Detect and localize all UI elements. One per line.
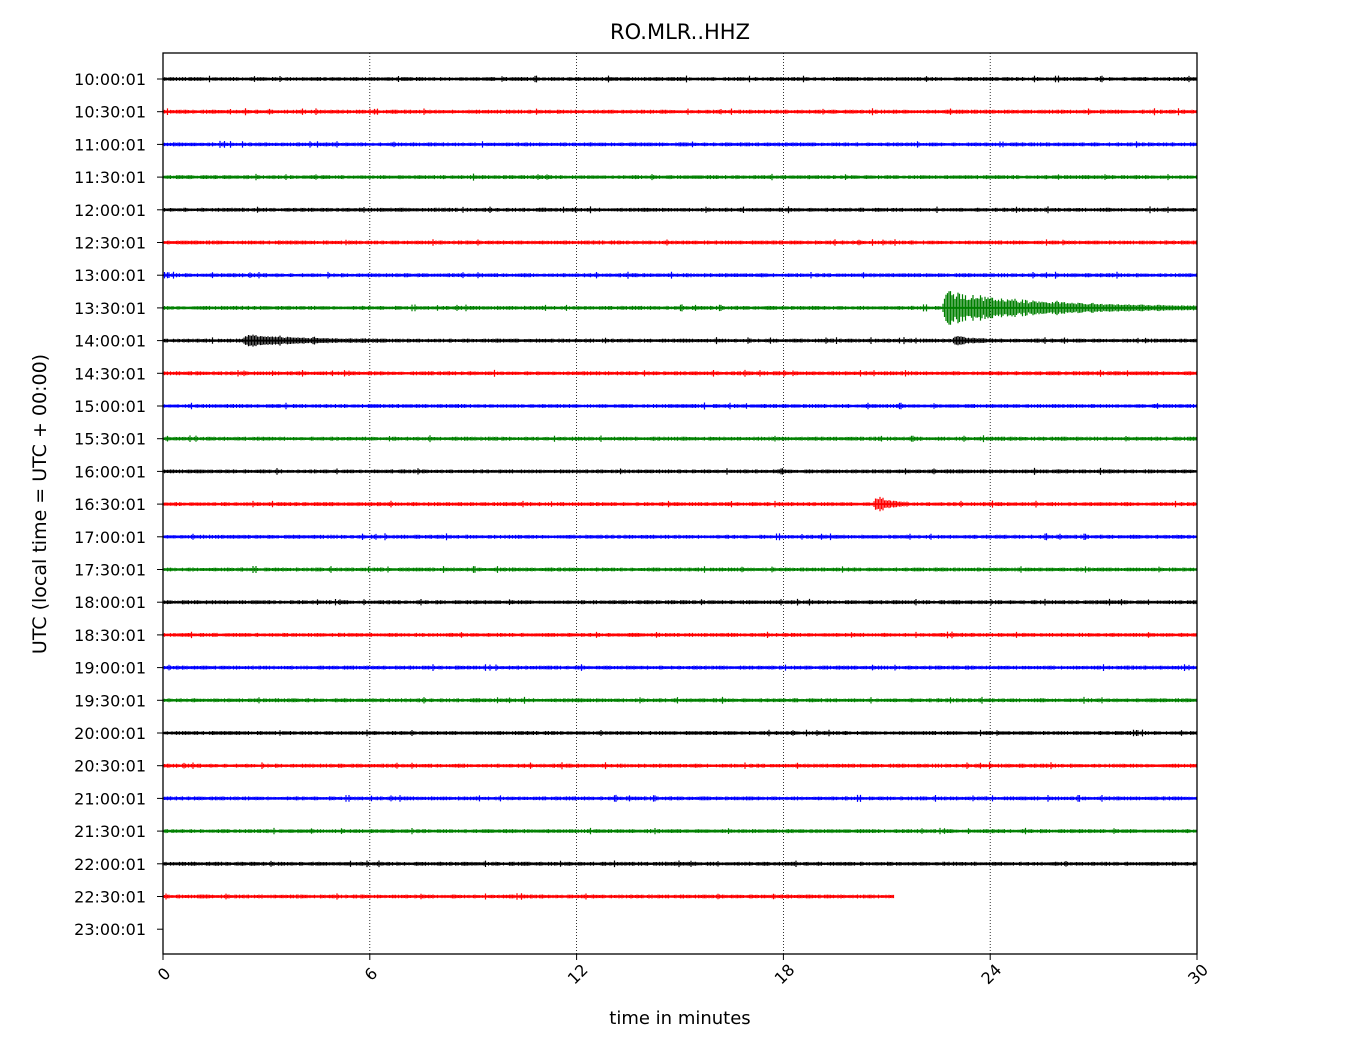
y-tick-label: 15:00:01	[74, 397, 146, 416]
y-axis-ticks: 10:00:01 10:30:01 11:00:01 11:30:01 12:00:01…	[74, 70, 163, 939]
y-tick-label: 19:30:01	[74, 691, 146, 710]
y-tick-label: 13:30:01	[74, 299, 146, 318]
y-tick-label: 17:00:01	[74, 528, 146, 547]
x-axis-ticks: 0 6 12 18 24 30	[154, 954, 1212, 988]
chart-title: RO.MLR..HHZ	[610, 20, 750, 44]
y-tick-label: 15:30:01	[74, 430, 146, 449]
y-tick-label: 11:30:01	[74, 168, 146, 187]
y-tick-label: 12:30:01	[74, 234, 146, 253]
y-tick-label: 16:00:01	[74, 462, 146, 481]
y-tick-label: 13:00:01	[74, 266, 146, 285]
y-tick-label: 22:00:01	[74, 855, 146, 874]
y-axis-label: UTC (local time = UTC + 00:00)	[29, 354, 51, 654]
x-tick-label: 24	[977, 960, 1005, 988]
x-tick-label: 6	[361, 964, 382, 985]
y-tick-label: 18:00:01	[74, 593, 146, 612]
y-tick-label: 14:00:01	[74, 332, 146, 351]
y-tick-label: 19:00:01	[74, 659, 146, 678]
y-tick-label: 10:00:01	[74, 70, 146, 89]
x-tick-label: 30	[1184, 960, 1212, 988]
trace-lines	[162, 75, 1198, 900]
x-tick-label: 12	[564, 960, 592, 988]
y-tick-label: 14:30:01	[74, 364, 146, 383]
y-tick-label: 11:00:01	[74, 135, 146, 154]
y-tick-label: 22:30:01	[74, 888, 146, 907]
y-tick-label: 12:00:01	[74, 201, 146, 220]
y-tick-label: 21:30:01	[74, 822, 146, 841]
y-tick-label: 20:30:01	[74, 757, 146, 776]
y-tick-label: 21:00:01	[74, 789, 146, 808]
y-tick-label: 16:30:01	[74, 495, 146, 514]
plot-frame	[162, 52, 1198, 955]
y-tick-label: 23:00:01	[74, 920, 146, 939]
y-tick-label: 20:00:01	[74, 724, 146, 743]
y-tick-label: 10:30:01	[74, 103, 146, 122]
x-tick-label: 0	[154, 964, 175, 985]
x-axis-label: time in minutes	[609, 1008, 750, 1029]
x-tick-label: 18	[771, 960, 799, 988]
y-tick-label: 18:30:01	[74, 626, 146, 645]
y-tick-label: 17:30:01	[74, 561, 146, 580]
